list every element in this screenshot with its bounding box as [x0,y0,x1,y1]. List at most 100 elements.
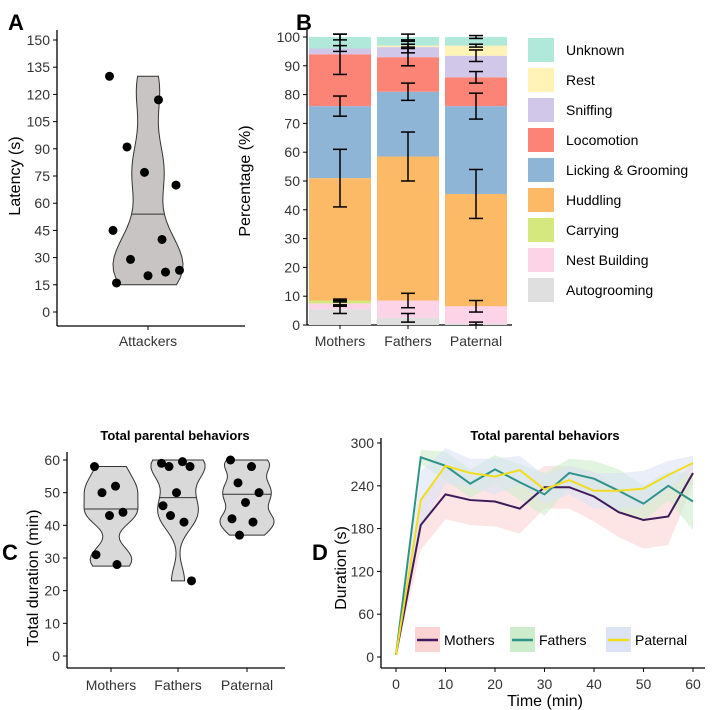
bar-segment [445,306,507,324]
y-tick-label: 60 [44,452,60,468]
data-point [172,488,181,498]
y-tick-label: 0 [52,648,60,664]
data-point [105,71,114,81]
y-tick-label: 90 [34,141,50,157]
data-point [157,458,166,468]
y-tick-label: 80 [284,87,300,103]
data-point [158,501,168,511]
legend-label: Huddling [566,192,621,208]
y-tick-label: 150 [27,32,51,48]
x-tick-label: 60 [685,676,701,692]
legend-label: Carrying [566,222,619,238]
violin-shape [150,459,206,582]
x-tick-label: 50 [636,676,652,692]
y-tick-label: 40 [284,202,300,218]
legend-swatch [528,158,554,182]
y-tick-label: 60 [284,144,300,160]
y-tick-label: 300 [351,435,375,451]
series-line [395,472,694,656]
bar-segment [445,55,507,78]
y-tick-label: 180 [351,521,375,537]
data-point [247,462,256,472]
data-point [112,278,121,288]
y-tick-label: 70 [284,115,300,131]
confidence-band [396,447,693,657]
data-point [143,271,153,281]
x-tick-label: Fathers [384,333,431,349]
data-point [248,517,258,527]
data-point [179,517,189,527]
y-tick-label: 0 [292,317,300,333]
x-tick-label: Paternal [221,677,273,693]
data-point [140,167,149,177]
y-tick-label: 20 [284,259,300,275]
chart-title: Total parental behaviors [100,428,249,443]
y-tick-label: 20 [44,583,60,599]
y-tick-label: 120 [351,563,375,579]
legend-swatch [528,278,554,302]
legend-label: Fathers [539,632,586,648]
y-tick-label: 50 [44,485,60,501]
y-tick-label: 0 [366,649,374,665]
legend-swatch [528,98,554,122]
panel-label: B [296,10,312,35]
legend-swatch [528,188,554,212]
data-point [126,254,135,264]
y-tick-label: 30 [44,550,60,566]
y-tick-label: 30 [34,250,50,266]
x-tick-label: 30 [537,676,553,692]
chart-title: Total parental behaviors [470,428,619,443]
bar-segment [377,300,439,318]
y-axis-label: Latency (s) [7,136,24,215]
legend-label: Paternal [635,632,687,648]
bar-segment [309,309,371,325]
y-tick-label: 75 [34,168,50,184]
y-tick-label: 30 [284,231,300,247]
data-point [108,225,118,235]
data-point [178,457,187,467]
legend-label: Locomotion [566,132,638,148]
data-point [227,514,237,524]
y-tick-label: 45 [34,222,50,238]
y-axis-label: Total duration (min) [25,510,42,647]
data-point [157,234,167,244]
legend-swatch [528,128,554,152]
y-tick-label: 50 [284,173,300,189]
legend-swatch [528,68,554,92]
bar-segment [445,37,507,46]
x-tick-label: Paternal [450,333,502,349]
data-point [233,478,243,488]
data-point [97,488,107,498]
y-tick-label: 60 [358,606,374,622]
violin-shape [112,75,184,286]
data-point [111,481,120,491]
x-tick-label: 0 [392,676,400,692]
data-point [90,462,99,472]
data-point [161,267,170,277]
data-point [105,511,114,521]
data-point [91,550,101,560]
y-axis-label: Duration (s) [333,526,350,610]
x-tick-label: 20 [487,676,503,692]
y-tick-label: 120 [27,86,51,102]
x-tick-label: Fathers [154,677,201,693]
y-tick-label: 10 [44,615,60,631]
x-tick-label: Mothers [315,333,366,349]
panel-label: D [312,540,328,565]
legend-label: Autogrooming [566,282,653,298]
legend-label: Rest [566,72,595,88]
y-tick-label: 15 [34,277,50,293]
panel-label: C [2,540,18,565]
data-point [241,497,250,507]
x-tick-label: Mothers [86,677,137,693]
x-tick-label: 10 [438,676,454,692]
y-tick-label: 40 [44,517,60,533]
data-point [175,265,184,275]
data-point [235,530,244,540]
panel-label: A [8,10,24,35]
y-tick-label: 240 [351,478,375,494]
data-point [254,488,264,498]
y-tick-label: 10 [284,288,300,304]
data-point [118,507,128,517]
